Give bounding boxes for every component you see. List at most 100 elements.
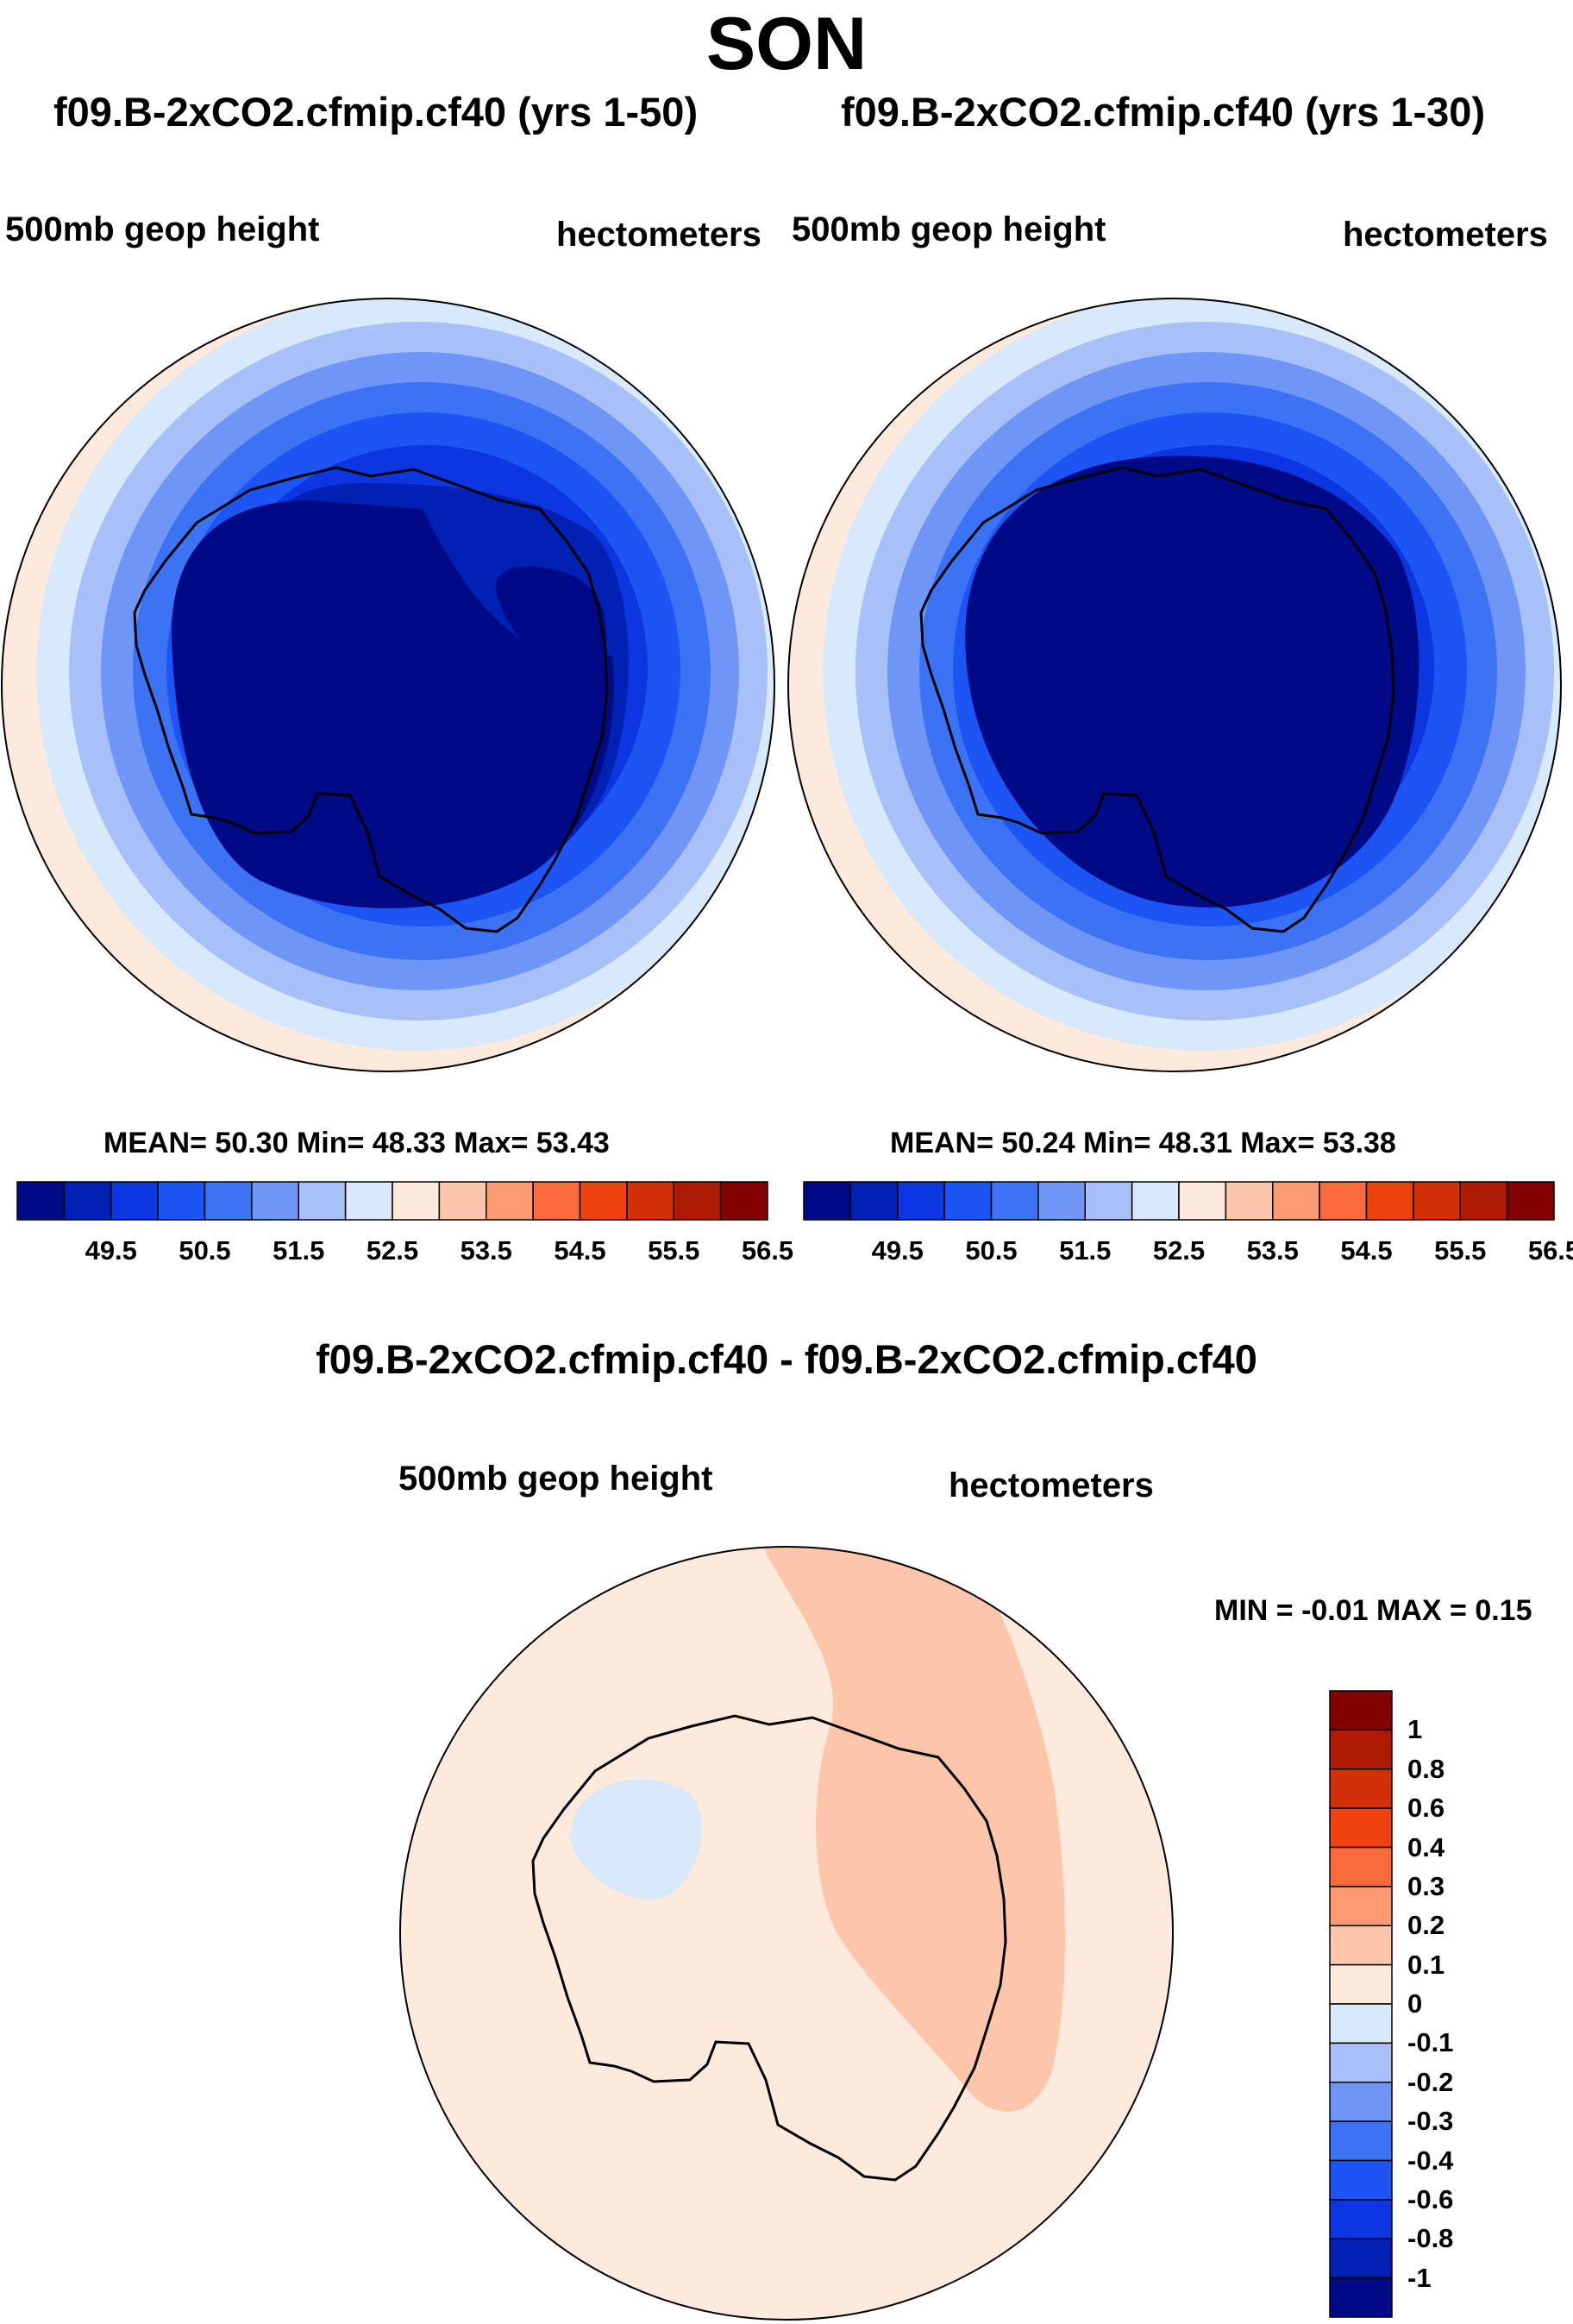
panel-left-case-title: f09.B-2xCO2.cfmip.cf40 (yrs 1-50) [53,89,699,135]
difference-title: f09.B-2xCO2.cfmip.cf40 - f09.B-2xCO2.cfm… [316,1336,1257,1382]
panel-right-colorbar-tick-label: 53.5 [1246,1235,1299,1266]
difference-colorbar-box [1329,1886,1393,1926]
difference-colorbar-tick-label: 0.8 [1407,1753,1445,1784]
panel-right-colorbar [803,1181,1555,1221]
panel-right-colorbar-box [1319,1181,1368,1221]
difference-colorbar-box [1329,2277,1393,2318]
difference-map-border [399,1546,1174,2321]
panel-left-colorbar-box [626,1181,674,1221]
panel-right-colorbar-box [1459,1181,1508,1221]
panel-right-colorbar-box [1272,1181,1320,1221]
difference-colorbar-box [1329,1846,1393,1887]
panel-left-colorbar-box [719,1181,768,1221]
panel-right-colorbar-tick-label: 54.5 [1340,1235,1393,1266]
panel-right-colorbar-box [1131,1181,1180,1221]
panel-left-colorbar-box [204,1181,253,1221]
panel-left-colorbar-box [392,1181,441,1221]
difference-colorbar-box [1329,2042,1393,2083]
difference-colorbar-tick-label: 0.6 [1407,1793,1445,1824]
panel-left-colorbar-tick-label: 56.5 [741,1235,794,1266]
difference-colorbar [1329,1690,1393,2318]
panel-right-colorbar-tick-label: 51.5 [1059,1235,1112,1266]
panel-left-colorbar-tick-label: 49.5 [85,1235,137,1266]
panel-right-colorbar-box [1037,1181,1086,1221]
difference-colorbar-tick-label: -0.4 [1407,2145,1454,2176]
difference-colorbar-tick-label: -0.2 [1407,2066,1454,2097]
difference-minmax: MIN = -0.01 MAX = 0.15 [1214,1594,1532,1627]
panel-left-colorbar [16,1181,768,1221]
panel-right-colorbar-box [1178,1181,1227,1221]
panel-right-field-label: 500mb geop height [792,210,1106,248]
panel-right-colorbar-tick-label: 52.5 [1152,1235,1206,1266]
panel-right-colorbar-box [1413,1181,1461,1221]
difference-colorbar-tick-label: -0.1 [1407,2027,1454,2058]
panel-left-units-label: hectometers [556,216,761,254]
panel-right-units-label: hectometers [1343,216,1548,254]
panel-right-colorbar-box [1084,1181,1133,1221]
difference-units-label: hectometers [949,1467,1154,1504]
panel-left-colorbar-box [532,1181,581,1221]
difference-colorbar-tick-label: 0.1 [1407,1949,1445,1980]
panel-left-colorbar-box [579,1181,628,1221]
difference-colorbar-box [1329,1963,1393,2005]
difference-colorbar-tick-label: 1 [1407,1714,1423,1745]
panel-left-colorbar-box [16,1181,66,1221]
difference-colorbar-box [1329,2159,1393,2201]
difference-colorbar-box [1329,1925,1393,1966]
panel-left-colorbar-tick-label: 50.5 [179,1235,231,1266]
panel-left-colorbar-box [673,1181,722,1221]
difference-colorbar-box [1329,1690,1393,1731]
panel-left-colorbar-tick-label: 53.5 [460,1235,512,1266]
panel-left-map [2,298,774,1071]
panel-right-colorbar-tick-label: 55.5 [1434,1235,1487,1266]
panel-left-field-label: 500mb geop height [5,210,320,248]
panel-right-colorbar-box [943,1181,993,1221]
panel-left-colorbar-box [298,1181,347,1221]
panel-right-colorbar-box [803,1181,852,1221]
difference-colorbar-box [1329,2238,1393,2279]
difference-map [400,1547,1173,2320]
panel-left-colorbar-box [157,1181,206,1221]
difference-colorbar-box [1329,2003,1393,2044]
panel-right-colorbar-tick-label: 49.5 [871,1235,924,1266]
panel-left-colorbar-tick-label: 52.5 [366,1235,419,1266]
panel-right-map [788,298,1561,1071]
difference-field-label: 500mb geop height [398,1460,713,1498]
difference-colorbar-box [1329,2082,1393,2122]
panel-left-colorbar-box [438,1181,487,1221]
panel-left-colorbar-box [110,1181,159,1221]
panel-left-map-border [1,298,775,1072]
panel-left-colorbar-box [344,1181,393,1221]
panel-left-colorbar-tick-label: 51.5 [273,1235,325,1266]
panel-right-colorbar-box [1506,1181,1555,1221]
difference-colorbar-box [1329,2120,1393,2162]
difference-colorbar-tick-label: -0.6 [1407,2183,1454,2214]
panel-right-colorbar-box [897,1181,945,1221]
main-title: SON [705,3,868,85]
panel-right-colorbar-box [1225,1181,1274,1221]
panel-left-colorbar-box [486,1181,534,1221]
difference-colorbar-tick-label: -0.3 [1407,2106,1454,2137]
panel-right-colorbar-box [849,1181,899,1221]
panel-left-colorbar-box [63,1181,112,1221]
difference-colorbar-tick-label: -1 [1407,2262,1432,2293]
panel-right-colorbar-box [1365,1181,1414,1221]
panel-left-stats: MEAN= 50.30 Min= 48.33 Max= 53.43 [103,1127,610,1159]
difference-colorbar-tick-label: 0.4 [1407,1831,1445,1862]
panel-left-colorbar-tick-label: 54.5 [554,1235,606,1266]
difference-colorbar-tick-label: -0.8 [1407,2223,1454,2254]
difference-colorbar-box [1329,2199,1393,2239]
panel-right-colorbar-tick-label: 56.5 [1527,1235,1573,1266]
difference-colorbar-tick-label: 0.2 [1407,1910,1445,1941]
difference-colorbar-tick-label: 0 [1407,1988,1423,2019]
panel-right-case-title: f09.B-2xCO2.cfmip.cf40 (yrs 1-30) [841,89,1486,135]
panel-right-map-border [787,298,1562,1072]
difference-colorbar-tick-label: 0.3 [1407,1870,1445,1901]
difference-colorbar-box [1329,1807,1393,1849]
difference-colorbar-box [1329,1729,1393,1770]
panel-right-stats: MEAN= 50.24 Min= 48.31 Max= 53.38 [890,1127,1396,1159]
panel-right-colorbar-tick-label: 50.5 [965,1235,1018,1266]
panel-right-colorbar-box [990,1181,1039,1221]
difference-colorbar-box [1329,1768,1393,1809]
